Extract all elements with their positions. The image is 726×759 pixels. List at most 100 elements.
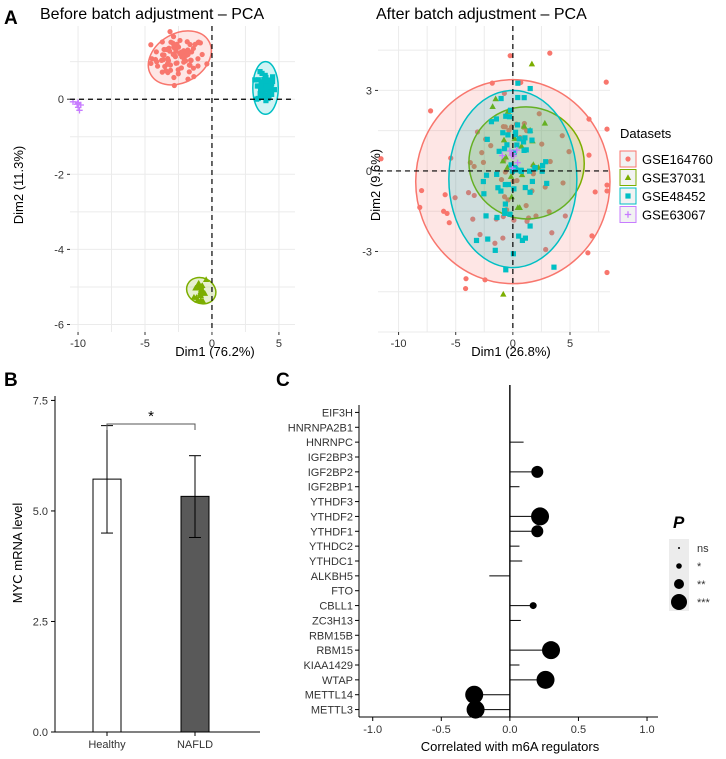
data-point: [501, 146, 508, 152]
regulator-label: METTL3: [311, 705, 353, 717]
data-point: [178, 65, 184, 71]
regulator-label: HNRNPC: [306, 437, 353, 449]
confidence-ellipse-GSE37031: [468, 106, 585, 220]
data-point: [154, 63, 161, 69]
data-point: [471, 163, 477, 170]
data-point: [502, 210, 508, 216]
group-GSE37031: [468, 60, 585, 297]
regulator-label: YTHDC1: [309, 556, 353, 568]
p-legend-label: **: [697, 579, 706, 591]
p-legend-label: ***: [697, 597, 711, 609]
significance-bracket: [106, 423, 196, 430]
regulator-label: IGF2BP1: [308, 482, 353, 494]
data-point: [518, 142, 525, 149]
data-point: [507, 173, 515, 179]
data-point: [159, 52, 166, 58]
lollipop-xlabel: Correlated with m6A regulators: [421, 739, 600, 754]
data-point: [483, 172, 490, 178]
bar-y-tick-label: 2.5: [33, 616, 48, 628]
data-point: [446, 220, 452, 226]
x-tick-label: -5: [451, 338, 461, 350]
regulator-label: YTHDF1: [310, 526, 353, 538]
data-point: [511, 135, 518, 141]
data-point: [199, 297, 207, 304]
data-point: [159, 39, 165, 45]
data-point: [257, 87, 264, 93]
data-point: [502, 153, 510, 160]
data-point: [260, 82, 266, 88]
data-point: [522, 135, 528, 141]
data-point: [167, 67, 174, 73]
data-point: [518, 171, 526, 178]
data-point: [506, 114, 513, 120]
data-point: [547, 50, 553, 56]
data-point: [500, 130, 506, 136]
data-point: [512, 129, 519, 135]
data-point: [194, 297, 201, 303]
myc-bar-chart: MYC mRNA level 0.0 2.5 5.0 7.5 Healthy NAFLD *: [10, 395, 260, 751]
data-point: [197, 286, 205, 293]
group-GSE63067: [69, 98, 84, 114]
data-point: [516, 136, 522, 142]
data-point: [204, 61, 210, 67]
data-point: [489, 103, 496, 110]
data-point: [148, 42, 154, 48]
data-point: [187, 41, 193, 48]
data-point: [533, 213, 539, 219]
data-point: [543, 159, 549, 165]
data-point: [586, 152, 592, 158]
data-point: [604, 126, 610, 132]
legend-marker-GSE37031: [624, 174, 632, 181]
data-point: [514, 159, 521, 166]
data-point: [463, 276, 469, 282]
data-point: [528, 60, 536, 67]
data-point: [529, 137, 535, 143]
p-legend-label: ns: [697, 543, 709, 555]
data-point: [174, 60, 180, 66]
data-point: [536, 111, 542, 117]
data-point: [506, 127, 512, 133]
data-point: [516, 233, 522, 239]
legend-marker-GSE48452: [625, 193, 631, 199]
data-point: [182, 58, 189, 64]
data-point: [488, 119, 495, 125]
data-point: [512, 164, 518, 171]
data-point: [514, 142, 520, 148]
data-point: [492, 240, 498, 246]
data-point: [498, 188, 504, 194]
data-point: [527, 189, 533, 195]
p-legend-title: P: [673, 513, 685, 532]
x-tick-label: 5: [276, 338, 282, 350]
data-point: [378, 156, 384, 162]
data-point: [427, 108, 434, 114]
data-point: [192, 284, 199, 291]
data-point: [480, 159, 487, 165]
regulator-label: YTHDC2: [309, 541, 353, 553]
data-point: [508, 162, 514, 168]
data-point: [199, 51, 205, 58]
data-point: [488, 143, 494, 149]
lollipop-x-tick-label: 0.5: [571, 724, 586, 736]
data-point: [174, 41, 180, 47]
datasets-legend: Datasets GSE164760 GSE37031 GSE48452 GSE630…: [619, 126, 713, 223]
data-point: [505, 132, 511, 138]
data-point: [540, 162, 546, 169]
p-legend-dot: [671, 594, 687, 610]
data-point: [604, 269, 610, 276]
data-point: [484, 136, 490, 142]
legend-label-GSE63067: GSE63067: [642, 208, 706, 223]
pca-after-ylabel: Dim2 (9.6%): [368, 149, 383, 221]
data-point: [494, 171, 500, 177]
data-point: [444, 210, 450, 217]
data-point: [186, 69, 192, 75]
m6a-lollipop-chart: Correlated with m6A regulators -1.0 -0.5 0…: [288, 385, 658, 754]
data-point: [507, 53, 513, 59]
data-point: [543, 246, 549, 253]
data-point: [252, 77, 258, 83]
data-point: [500, 124, 506, 130]
data-point: [470, 216, 476, 222]
panel-label-c: C: [276, 370, 290, 391]
pca-before-title: Before batch adjustment – PCA: [40, 6, 264, 23]
data-point: [586, 116, 592, 122]
data-point: [604, 182, 610, 188]
